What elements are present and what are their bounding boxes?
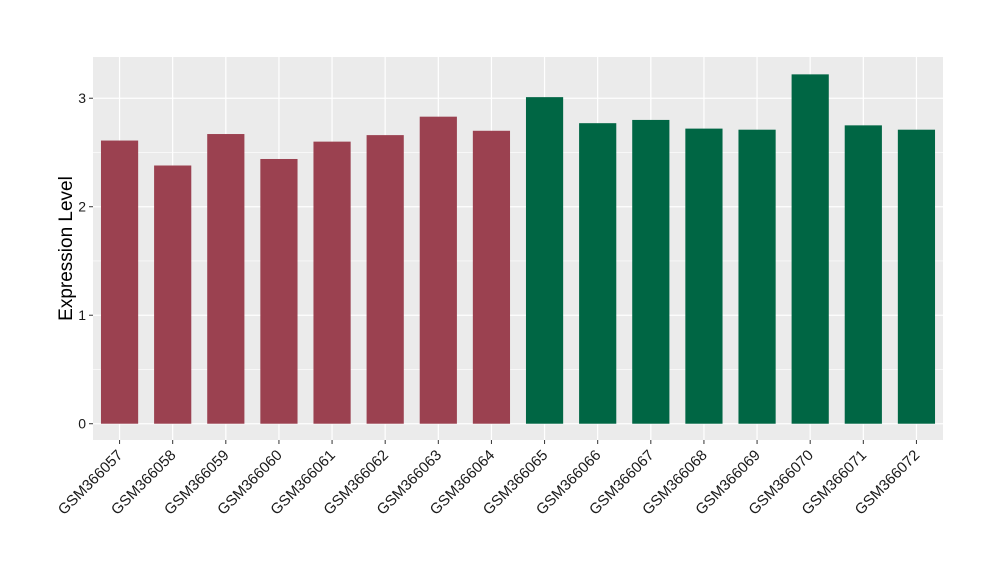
bar xyxy=(685,128,723,424)
bar xyxy=(207,134,245,424)
bar xyxy=(791,74,829,424)
bar xyxy=(154,165,192,424)
bar xyxy=(366,135,404,424)
bar xyxy=(897,129,936,424)
bar xyxy=(472,130,511,424)
bar xyxy=(738,129,776,424)
bar xyxy=(100,140,139,424)
y-tick-label: 0 xyxy=(78,416,86,432)
y-tick-label: 2 xyxy=(78,199,86,215)
y-axis-title: Expression Level xyxy=(56,176,77,321)
y-axis: 0 1 2 3 xyxy=(78,90,93,432)
bar xyxy=(260,158,298,424)
bar xyxy=(419,116,457,424)
bar xyxy=(844,125,882,424)
bar xyxy=(632,119,670,424)
bar xyxy=(525,97,564,424)
x-axis: GSM366057GSM366058GSM366059GSM366060GSM3… xyxy=(55,440,923,518)
bar xyxy=(313,141,351,424)
bar xyxy=(579,123,617,424)
y-tick-label: 1 xyxy=(78,307,86,323)
y-tick-label: 3 xyxy=(78,90,86,106)
bars xyxy=(100,74,936,424)
